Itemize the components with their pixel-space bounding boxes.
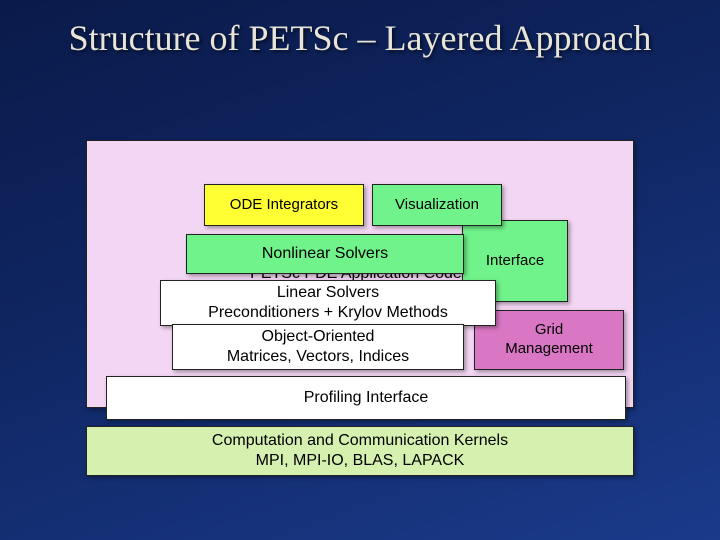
layer-kernels: Computation and Communication Kernels MP… xyxy=(86,426,634,476)
layer-viz: Visualization xyxy=(372,184,502,226)
layer-oo: Object-Oriented Matrices, Vectors, Indic… xyxy=(172,324,464,370)
layer-profiling: Profiling Interface xyxy=(106,376,626,420)
layer-diagram: PETSc PDE Application CodesODE Integrato… xyxy=(86,140,634,480)
layer-ode-label: ODE Integrators xyxy=(226,194,342,217)
layer-grid-label: Grid Management xyxy=(501,319,597,361)
layer-profiling-label: Profiling Interface xyxy=(300,386,433,410)
layer-linear: Linear Solvers Preconditioners + Krylov … xyxy=(160,280,496,326)
layer-ode: ODE Integrators xyxy=(204,184,364,226)
layer-nonlin: Nonlinear Solvers xyxy=(186,234,464,274)
layer-kernels-label: Computation and Communication Kernels MP… xyxy=(208,429,512,473)
layer-nonlin-label: Nonlinear Solvers xyxy=(258,242,392,266)
layer-grid: Grid Management xyxy=(474,310,624,370)
page-title: Structure of PETSc – Layered Approach xyxy=(0,0,720,59)
layer-iface-label: Interface xyxy=(482,250,548,273)
layer-linear-label: Linear Solvers Preconditioners + Krylov … xyxy=(204,281,452,325)
layer-oo-label: Object-Oriented Matrices, Vectors, Indic… xyxy=(223,325,413,369)
layer-viz-label: Visualization xyxy=(391,194,483,217)
